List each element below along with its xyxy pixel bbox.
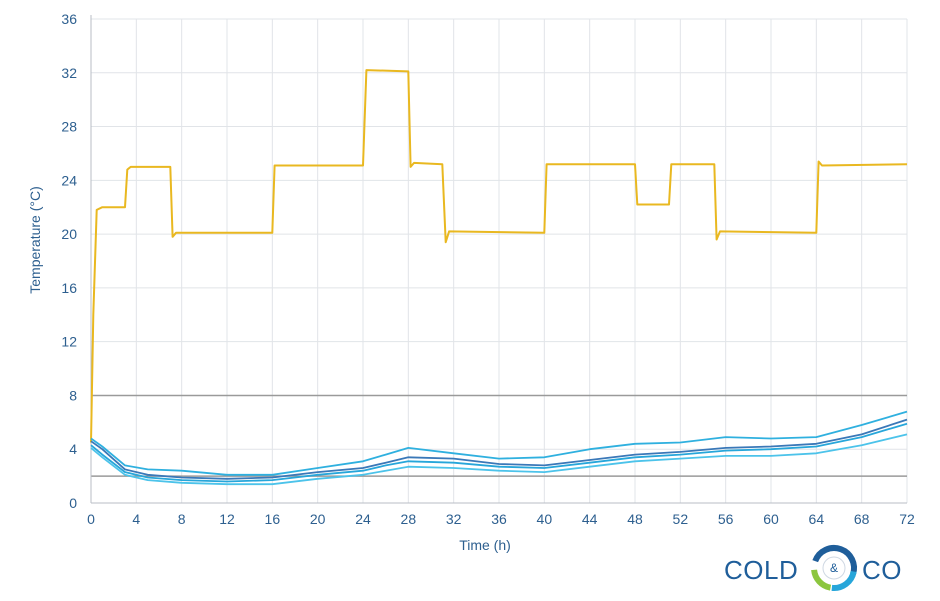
cold-and-co-logo: COLD & CO <box>724 545 902 591</box>
x-tick-label: 24 <box>355 511 371 527</box>
grid <box>91 18 908 503</box>
x-tick-label: 48 <box>627 511 643 527</box>
x-tick-label: 64 <box>809 511 825 527</box>
y-tick-label: 20 <box>61 226 77 242</box>
series-line-1 <box>90 69 908 443</box>
y-tick-label: 8 <box>69 387 77 403</box>
y-tick-label: 32 <box>61 65 77 81</box>
x-tick-label: 32 <box>446 511 462 527</box>
x-tick-label: 72 <box>899 511 915 527</box>
y-tick-label: 24 <box>61 172 77 188</box>
logo-word-left: COLD <box>724 555 798 585</box>
x-tick-label: 36 <box>491 511 507 527</box>
x-tick-label: 40 <box>537 511 553 527</box>
x-tick-label: 12 <box>219 511 235 527</box>
reference-lines <box>91 394 907 477</box>
x-tick-label: 0 <box>87 511 95 527</box>
logo-ampersand: & <box>830 561 838 575</box>
y-tick-label: 0 <box>69 495 77 511</box>
tick-labels: 0 4 8 12 16 20 24 28 32 36 40 44 48 52 56 60 64 68 7204812… <box>61 11 915 527</box>
y-tick-label: 16 <box>61 280 77 296</box>
series-lines <box>90 69 908 486</box>
x-tick-label: 60 <box>763 511 779 527</box>
x-axis-title: Time (h) <box>459 537 511 553</box>
x-tick-label: 68 <box>854 511 870 527</box>
y-tick-label: 28 <box>61 119 77 135</box>
y-tick-label: 12 <box>61 334 77 350</box>
series-line-4 <box>90 422 908 483</box>
y-tick-label: 4 <box>69 441 77 457</box>
x-tick-label: 8 <box>178 511 186 527</box>
logo-word-right: CO <box>862 555 902 585</box>
y-tick-label: 36 <box>61 11 77 27</box>
x-tick-label: 44 <box>582 511 598 527</box>
x-tick-label: 28 <box>401 511 417 527</box>
x-tick-label: 56 <box>718 511 734 527</box>
x-tick-label: 16 <box>265 511 281 527</box>
y-axis-title: Temperature (°C) <box>27 186 43 294</box>
series-line-5 <box>90 433 908 486</box>
series-line-3 <box>90 418 908 480</box>
x-tick-label: 4 <box>132 511 140 527</box>
x-tick-label: 20 <box>310 511 326 527</box>
series-line-2 <box>90 410 908 476</box>
x-tick-label: 52 <box>673 511 689 527</box>
